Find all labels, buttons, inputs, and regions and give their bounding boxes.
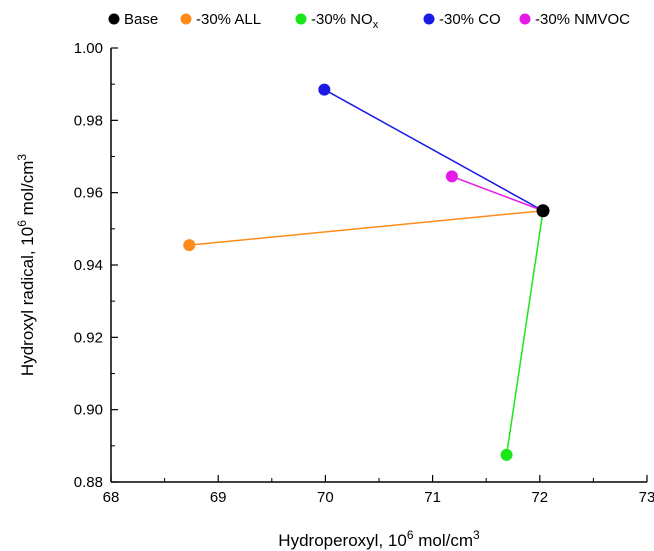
- legend-item: -30% CO: [423, 11, 501, 28]
- y-tick-label: 0.96: [74, 185, 103, 202]
- legend-marker: [180, 13, 192, 25]
- y-tick-label: 0.98: [74, 112, 103, 129]
- legend-label: -30% NMVOC: [535, 11, 630, 28]
- y-tick-label: 1.00: [74, 40, 103, 57]
- x-tick-label: 72: [531, 489, 548, 506]
- legend-marker: [108, 13, 120, 25]
- x-tick-label: 70: [317, 489, 334, 506]
- plot-area: [183, 83, 550, 461]
- axes: 68 69 70 71 72 73 0.88 0.90 0.92 0.94 0.96 0.98 1.0…: [74, 40, 654, 506]
- legend-label: -30% NOx: [311, 11, 379, 31]
- data-point: [318, 83, 331, 96]
- legend-item: -30% NOx: [295, 11, 379, 31]
- y-tick-label: 0.92: [74, 329, 103, 346]
- legend-item: -30% ALL: [180, 11, 261, 28]
- x-axis-title: Hydroperoxyl, 106 mol/cm3: [278, 528, 480, 550]
- y-tick-label: 0.94: [74, 257, 103, 274]
- data-point: [445, 170, 458, 183]
- legend-item: -30% NMVOC: [519, 11, 630, 28]
- legend: Base -30% ALL -30% NOx -30% CO -30% NMVOC: [108, 11, 630, 31]
- series-line: [323, 88, 544, 212]
- y-tick-label: 0.88: [74, 474, 103, 491]
- series-line: [451, 175, 544, 212]
- x-tick-label: 73: [639, 489, 654, 506]
- data-point: [500, 448, 513, 461]
- base-point: [536, 204, 550, 218]
- y-ticks: 0.88 0.90 0.92 0.94 0.96 0.98 1.00: [74, 40, 118, 491]
- legend-marker: [423, 13, 435, 25]
- legend-label: -30% CO: [439, 11, 501, 28]
- x-tick-label: 69: [210, 489, 227, 506]
- legend-marker: [295, 13, 307, 25]
- x-ticks: 68 69 70 71 72 73: [103, 475, 654, 506]
- legend-item: Base: [108, 11, 158, 28]
- x-tick-label: 68: [103, 489, 120, 506]
- y-axis-title: Hydroxyl radical, 106 mol/cm3: [15, 154, 37, 376]
- legend-label: Base: [124, 11, 158, 28]
- y-tick-label: 0.90: [74, 402, 103, 419]
- legend-label: -30% ALL: [196, 11, 261, 28]
- series-line: [505, 210, 544, 455]
- series-line: [189, 210, 544, 246]
- data-point: [183, 239, 196, 252]
- x-tick-label: 71: [424, 489, 441, 506]
- legend-marker: [519, 13, 531, 25]
